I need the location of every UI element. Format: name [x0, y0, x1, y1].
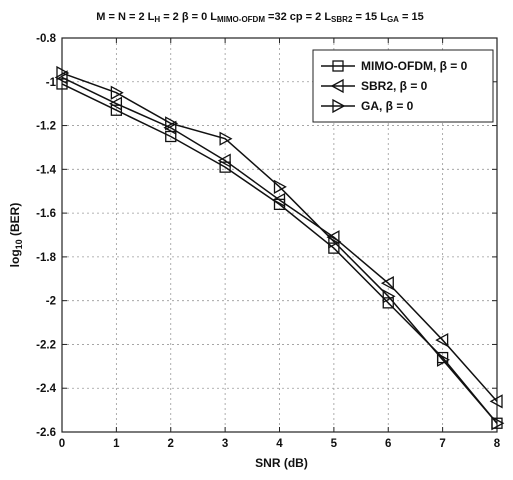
legend-marker: [332, 98, 346, 114]
data-point: [489, 394, 503, 409]
x-tick-label: 3: [222, 438, 228, 450]
data-point: [109, 96, 123, 111]
chart-title-part: = 15: [399, 11, 424, 23]
y-axis-title: log10 (BER): [8, 203, 24, 268]
y-axis-title-part: log: [8, 249, 22, 267]
chart-title-part: = 2 β = 0 L: [160, 11, 217, 23]
x-tick-label: 5: [331, 438, 338, 450]
x-axis-title: SNR (dB): [255, 456, 308, 470]
data-point: [54, 70, 68, 85]
data-point: [435, 332, 449, 348]
y-tick-label: -1: [46, 77, 57, 89]
y-tick-label: -2.6: [36, 427, 56, 439]
chart-title: M = N = 2 LH = 2 β = 0 LMIMO-OFDM =32 cp…: [96, 11, 423, 24]
legend-label: MIMO-OFDM, β = 0: [361, 59, 468, 73]
series-2: [54, 70, 503, 409]
y-axis-title-part: 10: [14, 239, 24, 249]
y-axis-title-part: (BER): [8, 203, 22, 240]
y-tick-label: -2.2: [36, 339, 56, 351]
data-point: [491, 416, 505, 431]
y-tick-label: -0.8: [36, 33, 56, 45]
series-line: [61, 72, 498, 424]
legend-marker: [330, 78, 344, 94]
data-point: [219, 131, 233, 146]
legend-label: GA, β = 0: [361, 99, 414, 113]
chart-title-part: SBR2: [331, 15, 353, 24]
y-tick-label: -2: [46, 296, 56, 308]
data-point: [380, 276, 394, 291]
x-tick-label: 6: [385, 438, 391, 450]
x-tick-label: 1: [113, 438, 120, 450]
data-point: [436, 352, 450, 367]
legend-marker: [332, 60, 344, 72]
data-point: [272, 192, 286, 208]
y-tick-label: -1.2: [36, 121, 56, 133]
chart-title-part: M = N = 2 L: [96, 11, 154, 23]
x-tick-label: 2: [168, 438, 174, 450]
data-point: [56, 65, 70, 81]
series-line: [61, 76, 498, 402]
y-tick-label: -1.4: [36, 164, 56, 176]
legend-label: SBR2, β = 0: [361, 79, 428, 93]
chart-title-part: GA: [387, 15, 399, 24]
chart-title-part: H: [154, 15, 160, 24]
data-point: [382, 289, 396, 304]
data-point: [328, 234, 342, 249]
series-3: [56, 65, 505, 431]
y-tick-label: -1.8: [36, 252, 56, 264]
x-tick-label: 0: [59, 438, 65, 450]
data-point: [165, 116, 179, 131]
data-point: [163, 120, 177, 135]
x-tick-label: 4: [276, 438, 283, 450]
chart-title-part: =32 cp = 2 L: [265, 11, 331, 23]
data-point: [273, 179, 287, 194]
chart-title-part: = 15 L: [352, 11, 387, 23]
data-point: [217, 153, 231, 168]
y-tick-label: -1.6: [36, 208, 56, 220]
chart-title-part: MIMO-OFDM: [217, 15, 265, 24]
legend: MIMO-OFDM, β = 0 SBR2, β = 0 GA, β = 0: [312, 49, 494, 123]
x-tick-label: 7: [439, 438, 445, 450]
data-point: [110, 85, 124, 100]
y-tick-label: -2.4: [36, 383, 56, 395]
axis-ticks: 0 1 2 3 4 5 6 7 8 -0.8 -1 -1.2 -1.4 -1.6 -1.8 -2 -2.2 -2.…: [36, 33, 501, 450]
x-tick-label: 8: [494, 438, 501, 450]
